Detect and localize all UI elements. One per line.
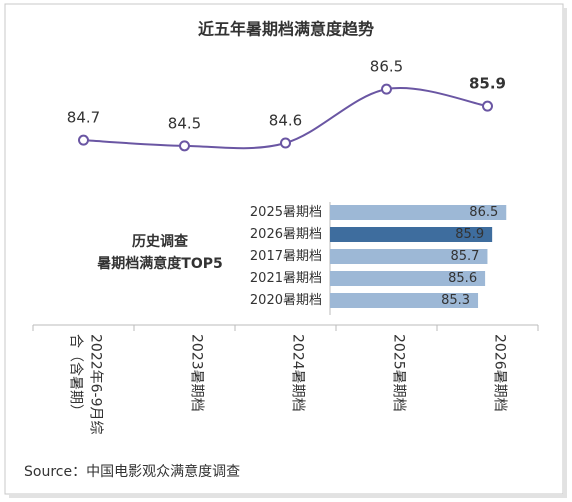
shadow — [9, 494, 567, 498]
point — [381, 83, 392, 95]
data-label: 86.5 — [370, 58, 403, 76]
inset-title: 暑期档满意度TOP5 — [97, 255, 222, 272]
data-label: 85.7 — [450, 249, 479, 264]
x-tick-label: 2024暑期档 — [289, 334, 306, 412]
data-label: 85.9 — [469, 75, 506, 93]
y-tick-label: 2020暑期档 — [250, 293, 322, 308]
bar — [330, 227, 493, 242]
inset-title: 历史调查 — [132, 233, 189, 250]
data-label: 85.6 — [448, 271, 477, 286]
x-tick-label: 2026暑期档 — [491, 334, 508, 412]
source: Source：中国电影观众满意度调查 — [24, 463, 240, 480]
data-label: 84.5 — [168, 114, 201, 132]
bar — [330, 293, 479, 308]
y-tick-label: 2021暑期档 — [250, 271, 322, 286]
y-tick-label: 2025暑期档 — [250, 205, 322, 220]
bar — [330, 205, 507, 220]
data-label: 86.5 — [469, 205, 498, 220]
y-tick-label: 2017暑期档 — [250, 249, 322, 264]
x-tick-label: 2022年6-9月综合（含暑期） — [67, 334, 104, 435]
data-label: 85.3 — [441, 293, 470, 308]
chart-title: 近五年暑期档满意度趋势 — [198, 20, 374, 39]
data-label: 84.7 — [67, 109, 100, 127]
bar — [330, 271, 486, 286]
y-tick-label: 2026暑期档 — [250, 227, 322, 242]
point — [280, 137, 291, 149]
point — [179, 140, 190, 152]
point — [482, 100, 493, 112]
data-label: 85.9 — [455, 227, 484, 242]
x-tick-label: 2023暑期档 — [188, 334, 205, 412]
bar — [330, 249, 488, 264]
shadow — [563, 8, 567, 498]
point — [78, 134, 89, 146]
x-tick-label: 2025暑期档 — [390, 334, 407, 412]
data-label: 84.6 — [269, 112, 302, 130]
